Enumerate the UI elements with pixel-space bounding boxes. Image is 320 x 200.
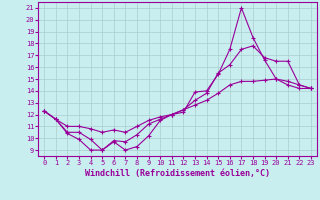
X-axis label: Windchill (Refroidissement éolien,°C): Windchill (Refroidissement éolien,°C) [85, 169, 270, 178]
